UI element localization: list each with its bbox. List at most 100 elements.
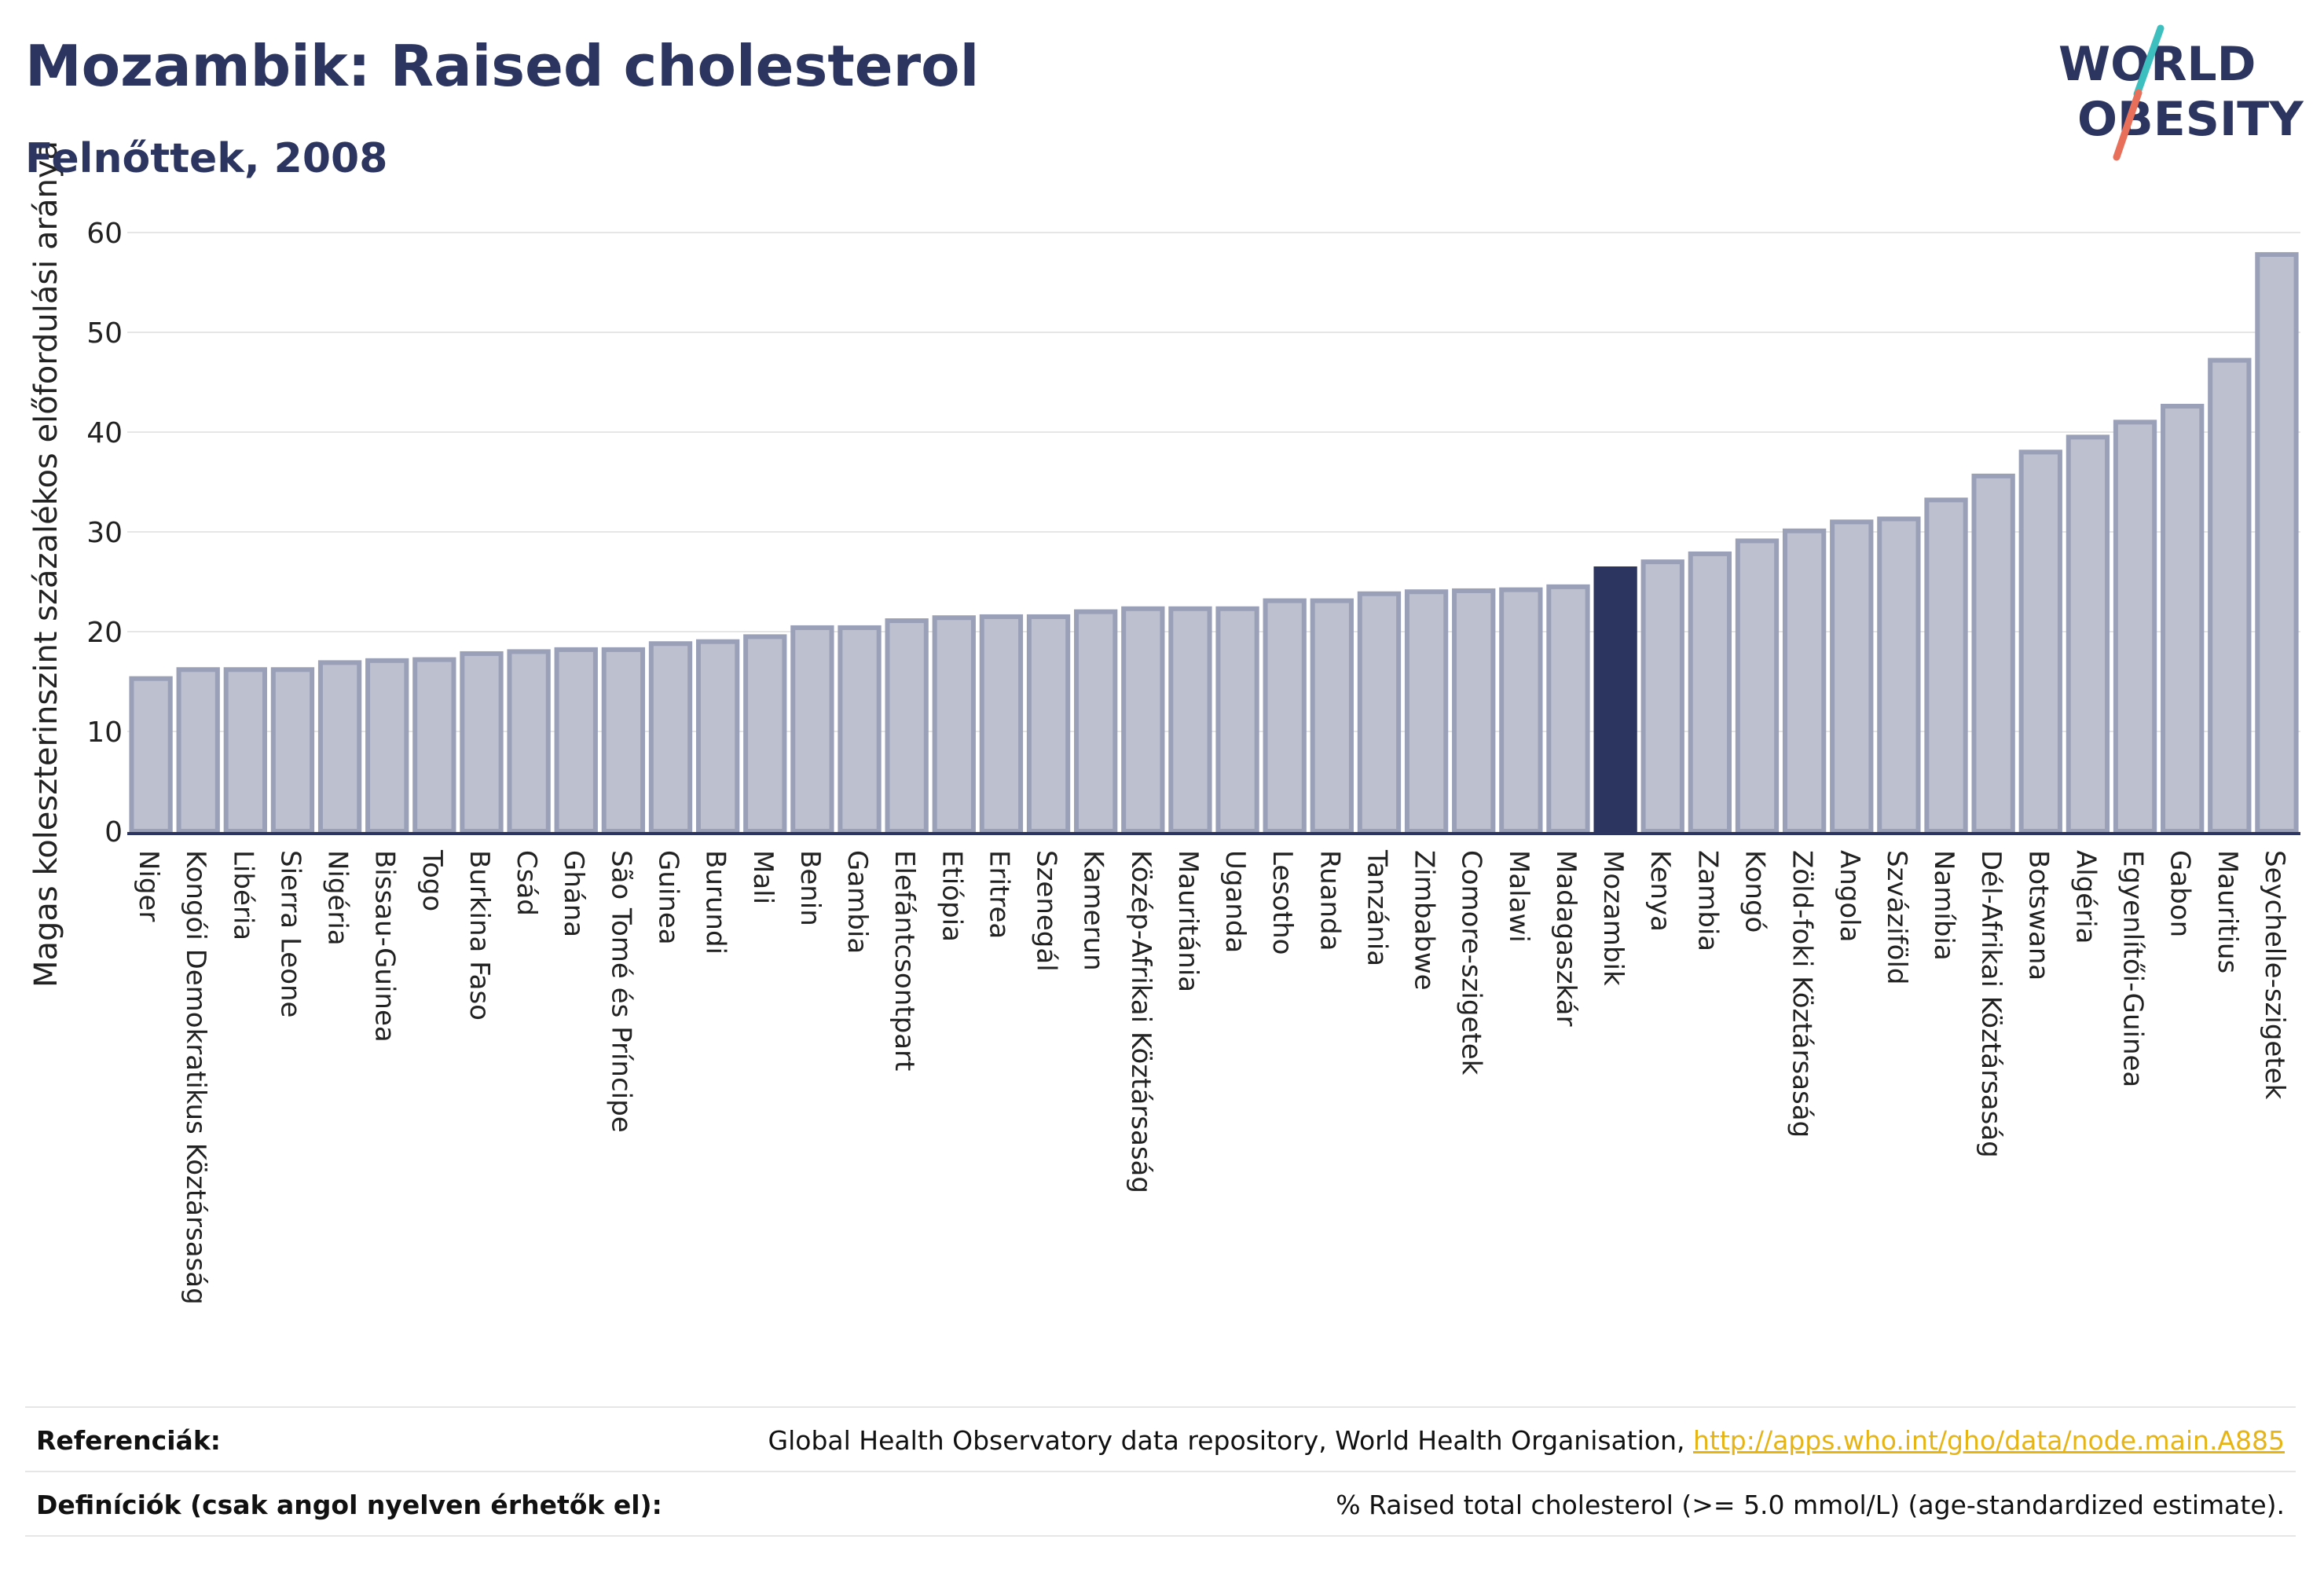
bar: [838, 625, 882, 834]
bar: [1452, 588, 1496, 834]
bar: [1263, 598, 1307, 834]
definitions-label: Definíciók (csak angol nyelven érhetők e…: [36, 1490, 662, 1520]
bar: [932, 615, 976, 834]
bar: [1782, 528, 1827, 834]
x-tick-label: Mali: [747, 850, 779, 904]
bar: [695, 639, 740, 834]
x-tick-label: Kamerun: [1078, 850, 1109, 971]
bar: [1830, 519, 1874, 834]
y-tick-label: 50: [86, 317, 123, 350]
x-tick-label: Malawi: [1503, 850, 1534, 943]
bar: [507, 649, 551, 834]
x-tick-labels: Niger Kongói Demokratikus Köztársaság Libé…: [133, 849, 2290, 1305]
logo-text-obesity: OBESITY: [2077, 92, 2304, 147]
bar: [1026, 614, 1071, 834]
x-tick-label: Zöld-foki Köztársaság: [1787, 850, 1818, 1138]
world-obesity-logo: WORLD OBESITY: [2058, 24, 2304, 161]
bar: [1310, 598, 1354, 834]
bars: [129, 251, 2299, 834]
bar: [1121, 606, 1165, 834]
x-tick-label: Burundi: [700, 850, 731, 955]
x-tick-label: Közép-Afrikai Köztársaság: [1125, 850, 1157, 1193]
x-tick-label: Ghána: [558, 850, 589, 937]
bar: [2018, 449, 2062, 834]
bar: [648, 641, 693, 834]
x-tick-label: Burkina Faso: [464, 850, 495, 1021]
x-tick-label: Csád: [511, 850, 542, 916]
x-tick-label: Madagaszkár: [1550, 850, 1582, 1026]
x-tick-label: Dél-Afrikai Köztársaság: [1975, 850, 2007, 1158]
footer-divider: [25, 1535, 2296, 1537]
bar: [1074, 609, 1118, 834]
x-tick-label: São Tomé és Príncipe: [605, 850, 636, 1133]
x-tick-label: Lesotho: [1266, 850, 1298, 955]
bar: [1924, 497, 1968, 834]
bar: [2255, 251, 2299, 834]
x-tick-label: Tanzánia: [1361, 849, 1392, 966]
bar: [1404, 589, 1449, 834]
y-tick-labels: 0 10 20 30 40 50 60: [86, 218, 123, 848]
bar: [460, 651, 504, 834]
x-tick-label: Nigéria: [322, 850, 354, 946]
x-tick-label: Kongó: [1739, 850, 1771, 933]
y-tick-label: 0: [104, 816, 123, 848]
bar: [2161, 403, 2205, 834]
x-tick-label: Seychelle-szigetek: [2259, 850, 2290, 1100]
bar: [129, 676, 173, 834]
references-value: Global Health Observatory data repositor…: [768, 1425, 2285, 1456]
x-tick-label: Elefántcsontpart: [889, 850, 920, 1071]
bar: [1688, 551, 1732, 834]
x-tick-label: Comore-szigetek: [1456, 850, 1487, 1076]
y-tick-label: 30: [86, 517, 123, 549]
x-tick-label: Kongói Demokratikus Köztársaság: [180, 850, 211, 1305]
bar: [2113, 420, 2157, 834]
bar: [1640, 559, 1684, 834]
bar: [1168, 606, 1212, 834]
bar: [365, 658, 409, 834]
logo-slash-coral: [2113, 89, 2143, 161]
bar: [554, 647, 598, 834]
x-tick-label: Benin: [794, 850, 826, 926]
x-tick-label: Eritrea: [983, 850, 1014, 939]
x-tick-label: Botswana: [2022, 850, 2054, 980]
references-row: Referenciák: Global Health Observatory d…: [25, 1406, 2296, 1471]
y-tick-label: 10: [86, 717, 123, 749]
x-tick-label: Togo: [416, 849, 448, 911]
bar: [743, 634, 787, 834]
bar: [885, 618, 929, 834]
x-tick-label: Gambia: [841, 850, 873, 954]
x-tick-label: Bissau-Guinea: [369, 850, 401, 1043]
bar: [1971, 473, 2015, 834]
bar: [1215, 606, 1259, 834]
y-tick-label: 40: [86, 417, 123, 449]
y-tick-label: 20: [86, 617, 123, 649]
bar: [601, 647, 646, 834]
bar: [223, 667, 267, 834]
references-link[interactable]: http://apps.who.int/gho/data/node.main.A…: [1692, 1425, 2285, 1456]
x-tick-label: Uganda: [1219, 850, 1251, 953]
x-tick-label: Niger: [133, 850, 164, 922]
x-tick-label: Egyenlítői-Guinea: [2117, 850, 2149, 1087]
references-text: Global Health Observatory data repositor…: [768, 1425, 1693, 1456]
x-tick-label: Mozambik: [1597, 850, 1629, 986]
x-tick-label: Ruanda: [1314, 850, 1345, 951]
x-tick-label: Algéria: [2069, 850, 2101, 944]
bar: [2208, 357, 2252, 834]
bar: [1877, 516, 1921, 834]
bar-chart: 0 10 20 30 40 50 60 Niger Kongói Demokratikus K…: [28, 141, 2300, 1305]
y-axis-label: Magas koleszterinszint százalékos előfor…: [28, 141, 64, 988]
x-tick-label: Szenegál: [1031, 850, 1062, 972]
references-label: Referenciák:: [36, 1425, 221, 1456]
x-tick-label: Kenya: [1644, 850, 1676, 932]
x-tick-label: Szváziföld: [1881, 850, 1912, 984]
x-tick-label: Zambia: [1692, 850, 1723, 951]
bar: [1499, 587, 1543, 834]
x-tick-label: Guinea: [653, 850, 684, 945]
x-tick-label: Etiópia: [936, 850, 967, 942]
x-tick-label: Namíbia: [1928, 850, 1959, 961]
logo-slash-teal: [2133, 24, 2165, 98]
x-tick-label: Mauritius: [2212, 850, 2243, 973]
x-tick-label: Mauritánia: [1172, 850, 1204, 992]
y-tick-label: 60: [86, 218, 123, 250]
bar: [1357, 591, 1402, 834]
